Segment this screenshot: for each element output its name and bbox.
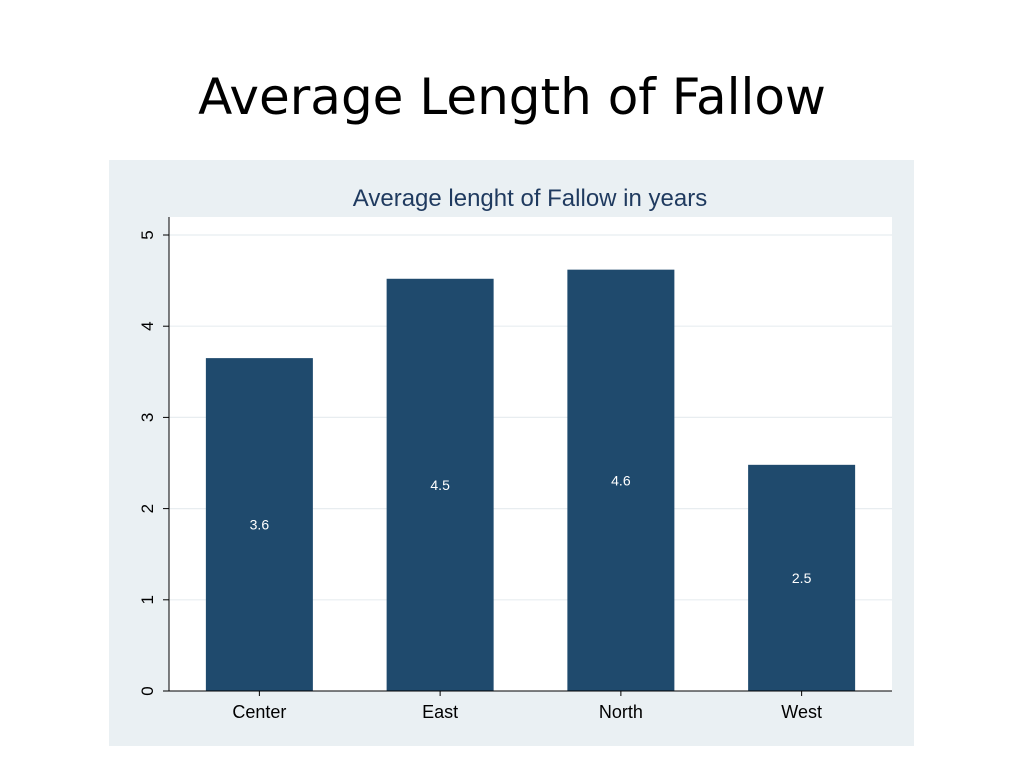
data-label-center: 3.6: [250, 517, 270, 533]
y-tick-label-1: 1: [138, 595, 157, 604]
bars: 3.6 4.5 4.6 2.5: [205, 269, 856, 691]
y-tick-label-4: 4: [138, 321, 157, 330]
bar-center: [205, 358, 313, 691]
y-tick-label-5: 5: [138, 230, 157, 239]
data-label-north: 4.6: [611, 472, 631, 488]
x-tick-label-center: Center: [232, 702, 286, 722]
y-tick-label-0: 0: [138, 686, 157, 695]
y-tick-label-3: 3: [138, 413, 157, 422]
slide-title: Average Length of Fallow: [198, 68, 826, 126]
chart-frame: Average lenght of Fallow in years 3.6 4.5…: [109, 160, 914, 746]
data-label-west: 2.5: [792, 570, 812, 586]
bar-west: [748, 464, 856, 691]
bar-north: [567, 269, 675, 691]
axes: 0 1 2 3 4 5 Center East North West: [138, 217, 892, 722]
y-tick-label-2: 2: [138, 504, 157, 513]
data-label-east: 4.5: [430, 477, 450, 493]
bar-east: [386, 278, 494, 691]
bar-chart: Average lenght of Fallow in years 3.6 4.5…: [138, 185, 892, 722]
x-tick-label-west: West: [781, 702, 822, 722]
x-tick-label-east: East: [422, 702, 458, 722]
x-tick-label-north: North: [599, 702, 643, 722]
chart-title: Average lenght of Fallow in years: [353, 185, 707, 212]
